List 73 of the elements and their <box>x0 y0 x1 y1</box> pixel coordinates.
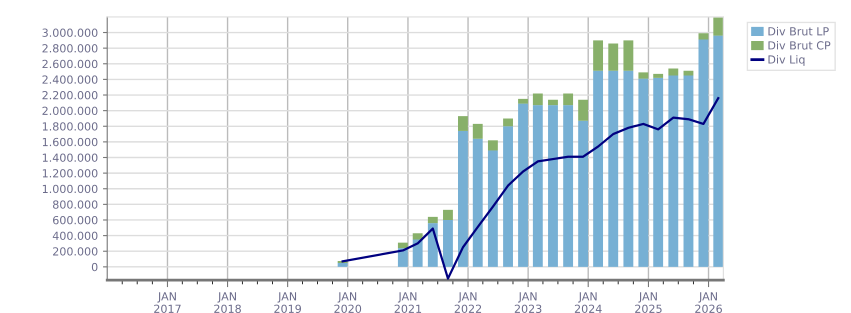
bar <box>398 242 408 248</box>
bar <box>623 40 634 71</box>
bar <box>593 40 604 71</box>
bar <box>684 70 694 76</box>
bar <box>653 74 664 78</box>
bar <box>428 216 438 224</box>
x-tick-label: JAN 2017 <box>154 292 181 313</box>
y-tick-label: 200.000 <box>53 247 98 256</box>
y-tick-label: 800.000 <box>53 200 98 209</box>
bar <box>578 120 588 267</box>
x-tick-label: JAN 2026 <box>695 292 722 313</box>
bar <box>638 78 648 267</box>
bar <box>638 72 648 79</box>
legend-label: Div Brut CP <box>768 40 830 50</box>
bar <box>668 68 678 76</box>
legend-label: Div Liq <box>768 55 804 66</box>
bar <box>532 93 543 106</box>
bar <box>503 126 513 267</box>
y-tick-label: 0 <box>92 262 98 272</box>
bar <box>578 100 588 121</box>
line-series <box>342 97 720 280</box>
y-tick-label: 400.000 <box>52 232 98 240</box>
bar <box>668 75 678 267</box>
bar <box>623 70 634 267</box>
bar <box>488 150 498 267</box>
y-tick-label: 3.000.000 <box>42 28 98 37</box>
y-tick-label: 1.400.000 <box>42 153 98 162</box>
bar <box>713 18 724 36</box>
y-tick-label: 1.200.000 <box>42 169 98 178</box>
y-tick-label: 1.000.000 <box>42 184 98 194</box>
bar <box>698 40 708 267</box>
bar <box>518 98 528 104</box>
y-tick-label: 1.600.000 <box>42 138 98 146</box>
x-tick-label: JAN 2024 <box>574 292 602 313</box>
bar <box>593 70 604 267</box>
y-tick-label: 1.800.000 <box>42 122 98 131</box>
bar <box>488 140 498 150</box>
x-tick-label: JAN 2025 <box>635 292 662 313</box>
bar <box>698 33 708 40</box>
x-tick-label: JAN 2018 <box>214 292 241 313</box>
bar <box>412 233 423 240</box>
bar <box>563 105 574 267</box>
bar <box>608 43 618 71</box>
bar <box>472 124 483 139</box>
y-tick-label: 2.600.000 <box>42 60 98 68</box>
bar <box>548 100 558 106</box>
legend-label: Div Brut LP <box>768 26 829 36</box>
y-tick-label: 2.000.000 <box>42 106 98 116</box>
y-tick-label: 2.800.000 <box>42 44 98 53</box>
bar <box>458 130 468 267</box>
bar <box>684 75 694 267</box>
bar <box>472 138 483 267</box>
bar <box>443 210 453 220</box>
bar <box>338 262 348 267</box>
x-tick-label: JAN 2022 <box>454 292 482 313</box>
bar <box>458 116 468 131</box>
bar <box>608 70 618 267</box>
bar <box>548 105 558 267</box>
x-tick-label: JAN 2019 <box>274 292 301 313</box>
bar <box>443 220 453 267</box>
x-tick-label: JAN 2020 <box>334 292 362 313</box>
y-tick-label: 600.000 <box>53 216 98 224</box>
y-tick-label: 2.400.000 <box>42 75 98 84</box>
y-tick-label: 2.200.000 <box>42 90 98 100</box>
bar <box>713 36 724 267</box>
bar <box>563 93 574 106</box>
bar <box>518 104 528 267</box>
bar <box>532 105 543 267</box>
bar <box>503 118 513 126</box>
x-tick-label: JAN 2023 <box>514 292 542 313</box>
x-tick-label: JAN 2021 <box>394 292 422 313</box>
bar <box>412 240 423 267</box>
bar <box>653 78 664 267</box>
